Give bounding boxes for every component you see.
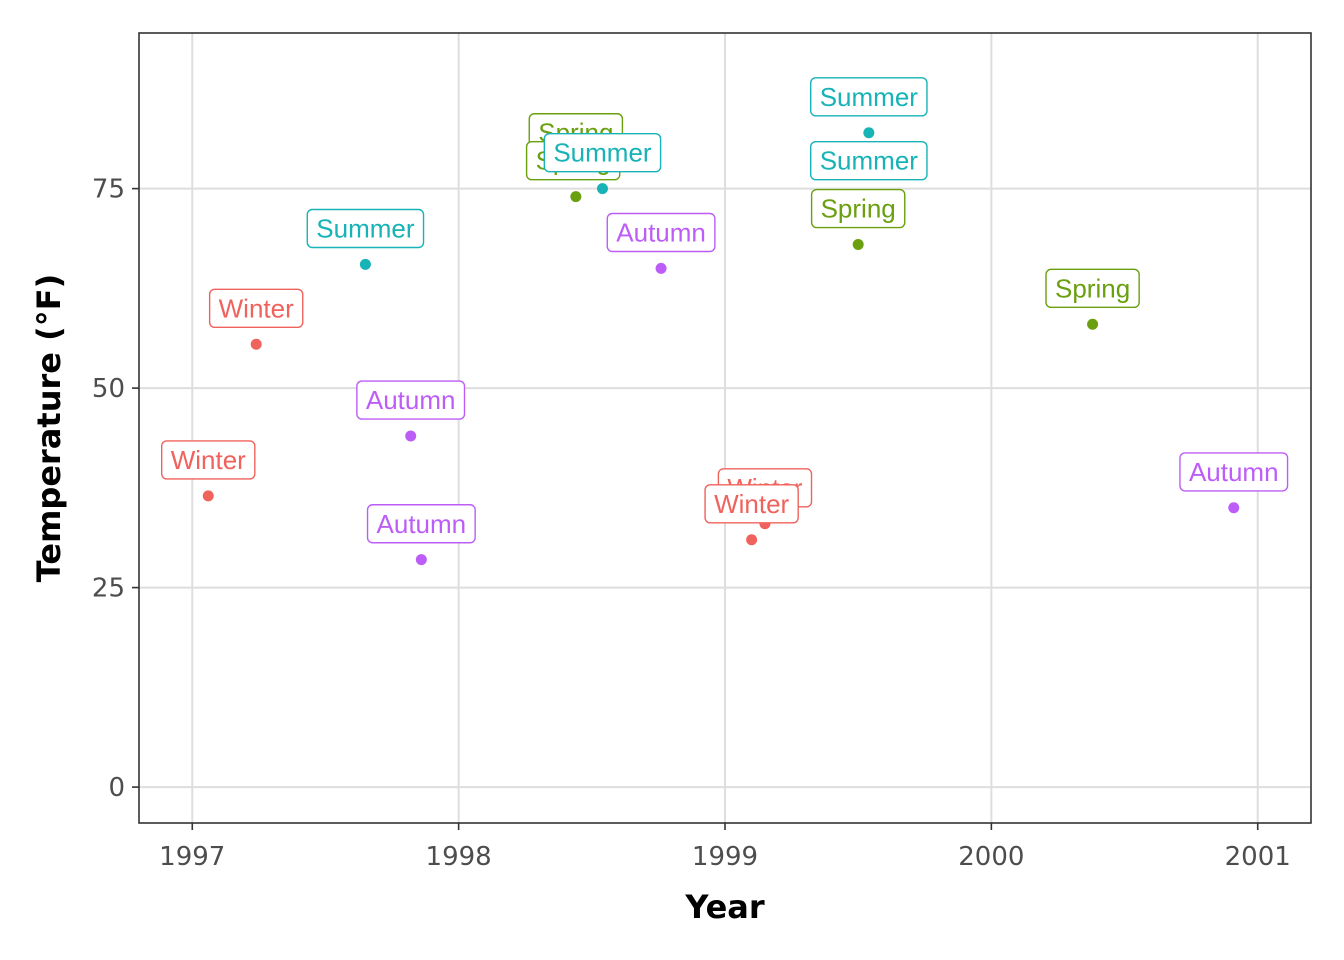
point-label-summer: Summer — [306, 208, 425, 249]
label-box — [810, 188, 906, 229]
label-text: Autumn — [1189, 457, 1279, 487]
label-box — [704, 484, 799, 524]
label-text: Spring — [821, 194, 896, 224]
x-tick-label: 2001 — [1225, 842, 1291, 872]
data-point-autumn — [415, 554, 427, 566]
axes: 1997 1998 1999 2000 2001 0 25 50 75 — [92, 175, 1291, 872]
point-label-autumn: Autumn — [1179, 452, 1289, 492]
label-box — [306, 208, 425, 249]
y-tick-label: 0 — [108, 773, 125, 803]
label-box — [810, 140, 928, 181]
y-tick-label: 25 — [92, 574, 125, 604]
data-point-summer — [596, 183, 608, 195]
data-point-spring — [570, 191, 582, 203]
label-box — [1045, 268, 1140, 309]
x-tick-label: 1997 — [159, 842, 225, 872]
label-box — [366, 504, 476, 544]
point-label-winter: Winter — [704, 484, 799, 524]
grid-lines — [139, 33, 1311, 823]
data-point-spring — [1087, 318, 1099, 330]
label-text: Autumn — [616, 217, 706, 247]
point-label-spring: Spring — [1045, 268, 1140, 309]
label-text: Summer — [820, 146, 919, 176]
label-box — [606, 212, 716, 253]
data-point-winter — [202, 490, 214, 502]
point-label-winter: Winter — [160, 440, 256, 480]
label-text: Autumn — [366, 385, 456, 415]
label-text: Winter — [219, 293, 294, 323]
label-text: Summer — [553, 138, 652, 168]
x-tick-label: 1999 — [692, 842, 758, 872]
data-point-winter — [746, 534, 758, 546]
label-box — [356, 380, 466, 420]
x-tick-label: 1998 — [426, 842, 492, 872]
point-label-autumn: Autumn — [606, 212, 716, 253]
label-text: Winter — [714, 489, 789, 519]
x-axis-title: Year — [684, 888, 765, 926]
data-point-autumn — [405, 430, 417, 442]
data-point-summer — [359, 258, 371, 270]
data-point-autumn — [655, 262, 667, 274]
point-label-summer: Summer — [810, 140, 928, 181]
label-text: Spring — [1055, 273, 1130, 303]
point-label-autumn: Autumn — [366, 504, 476, 544]
data-point-spring — [852, 238, 864, 250]
point-label-summer: Summer — [543, 132, 662, 173]
label-box — [160, 440, 256, 480]
point-label-winter: Winter — [208, 288, 304, 329]
label-box — [1179, 452, 1289, 492]
label-text: Autumn — [377, 509, 467, 539]
data-point-winter — [250, 338, 262, 350]
label-text: Winter — [171, 445, 246, 475]
label-box — [810, 77, 928, 117]
point-label-autumn: Autumn — [356, 380, 466, 420]
label-box — [208, 288, 304, 329]
y-tick-label: 50 — [92, 374, 125, 404]
data-point-summer — [863, 127, 875, 139]
point-label-summer: Summer — [810, 77, 928, 117]
y-tick-label: 75 — [92, 175, 125, 205]
label-box — [543, 132, 662, 173]
point-label-spring: Spring — [810, 188, 906, 229]
point-labels: SpringSpringSummerSummerSummerSpringSumm… — [160, 77, 1289, 544]
label-text: Summer — [316, 214, 415, 244]
label-text: Summer — [820, 82, 919, 112]
y-axis-title: Temperature (°F) — [30, 274, 68, 582]
data-point-autumn — [1228, 502, 1240, 514]
x-tick-label: 2000 — [958, 842, 1024, 872]
